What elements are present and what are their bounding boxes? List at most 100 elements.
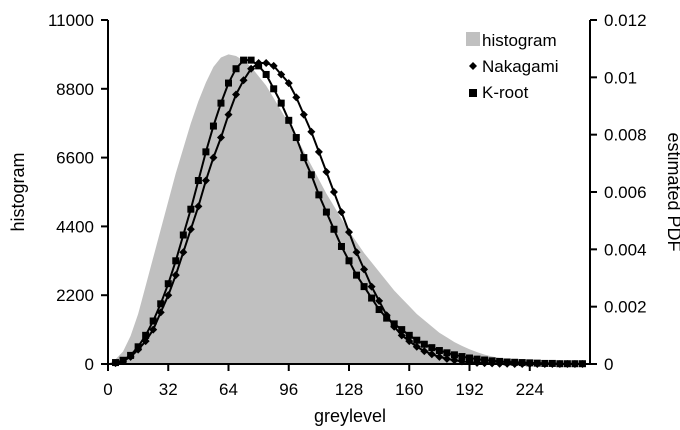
k-root-point [443, 349, 451, 357]
k-root-point [503, 358, 511, 366]
k-root-point [466, 354, 473, 362]
legend-nakagami-marker [469, 62, 477, 70]
x-axis-label: greylevel [314, 406, 386, 426]
nakagami-point [171, 271, 180, 280]
k-root-point [142, 331, 150, 339]
nakagami-point [224, 110, 233, 119]
nakagami-point [345, 228, 353, 237]
k-root-point [322, 208, 330, 216]
k-root-point [209, 122, 217, 130]
x-tick-label: 32 [159, 380, 178, 399]
nakagami-point [216, 133, 225, 142]
k-root-point [262, 70, 270, 78]
k-root-point [134, 343, 142, 351]
tick-labels: 0 2200 4400 6600 8800 11000 0 0.002 0.004 0.006 0.… [48, 11, 647, 399]
nakagami-point [367, 282, 376, 291]
k-root-point [247, 56, 255, 64]
k-root-point [473, 355, 481, 363]
x-tick-label: 64 [219, 380, 238, 399]
y-tick-label: 6600 [56, 149, 94, 168]
nakagami-point [420, 347, 429, 356]
nakagami-point [164, 291, 173, 300]
nakagami-point [284, 79, 293, 88]
k-root-point [571, 360, 579, 368]
nakagami-point [307, 127, 316, 136]
y-tick-label: 2200 [56, 286, 94, 305]
k-root-point [398, 326, 406, 334]
k-root-point [292, 134, 300, 142]
nakagami-point [194, 202, 203, 211]
k-root-point [285, 116, 293, 124]
k-root-point [548, 359, 556, 367]
k-root-point [164, 280, 172, 288]
k-root-point [270, 85, 278, 93]
k-root-point [511, 358, 519, 366]
k-root-point [481, 356, 489, 364]
k-root-point [255, 62, 263, 70]
k-root-point [405, 331, 413, 339]
k-root-point [413, 336, 421, 344]
nakagami-point [186, 225, 195, 234]
nakagami-point [247, 64, 256, 73]
k-root-point [368, 294, 376, 302]
nakagami-point [277, 70, 286, 79]
k-root-point [450, 351, 458, 359]
nakagami-point [442, 354, 451, 363]
nakagami-point [412, 342, 421, 351]
nakagami-point [360, 265, 369, 274]
legend-nakagami-label: Nakagami [482, 57, 559, 76]
nakagami-point [427, 350, 436, 359]
k-root-point [179, 231, 187, 239]
nakagami-point [299, 110, 308, 119]
x-tick-label: 0 [103, 380, 112, 399]
k-root-point [390, 320, 398, 328]
nakagami-point [201, 176, 210, 185]
nakagami-point [352, 248, 361, 257]
nakagami-point [405, 337, 414, 346]
k-root-point [518, 359, 526, 367]
nakagami-point [179, 248, 188, 257]
y-tick-label: 8800 [56, 80, 94, 99]
legend: histogram Nakagami K-root [466, 31, 559, 102]
y2-tick-label: 0.004 [604, 240, 647, 259]
k-root-point [541, 359, 549, 367]
legend-kroot-marker [469, 89, 477, 97]
k-root-point [232, 65, 240, 73]
nakagami-point [375, 296, 384, 305]
y-tick-label: 0 [85, 355, 94, 374]
k-root-point [533, 359, 541, 367]
k-root-point [300, 154, 308, 162]
k-root-point [112, 359, 120, 367]
y2-axis-label: estimated PDF [664, 132, 680, 251]
k-root-point [149, 317, 157, 325]
nakagami-point [322, 167, 331, 176]
k-root-point [277, 99, 285, 107]
nakagami-point [239, 76, 248, 85]
k-root-point [315, 191, 323, 199]
nakagami-point [314, 147, 323, 156]
k-root-point [240, 56, 248, 64]
k-root-point [202, 148, 210, 156]
k-root-point [194, 177, 202, 185]
x-tick-label: 192 [455, 380, 483, 399]
y2-tick-label: 0.008 [604, 126, 647, 145]
k-root-point [307, 171, 315, 179]
nakagami-point [269, 61, 278, 70]
legend-histogram-label: histogram [482, 31, 557, 50]
k-root-point [420, 340, 428, 348]
nakagami-point [435, 352, 444, 361]
y2-tick-label: 0.01 [604, 68, 637, 87]
k-root-point [337, 242, 345, 250]
nakagami-point [337, 208, 346, 217]
legend-histogram-swatch [466, 32, 480, 46]
y-tick-label: 11000 [48, 11, 94, 30]
nakagami-point [329, 188, 338, 196]
k-root-point [383, 314, 391, 322]
y-tick-label: 4400 [56, 217, 94, 236]
k-root-point [217, 99, 225, 107]
k-root-point [375, 306, 383, 314]
nakagami-point [232, 90, 241, 99]
k-root-point [360, 283, 368, 291]
k-root-point [578, 360, 586, 368]
